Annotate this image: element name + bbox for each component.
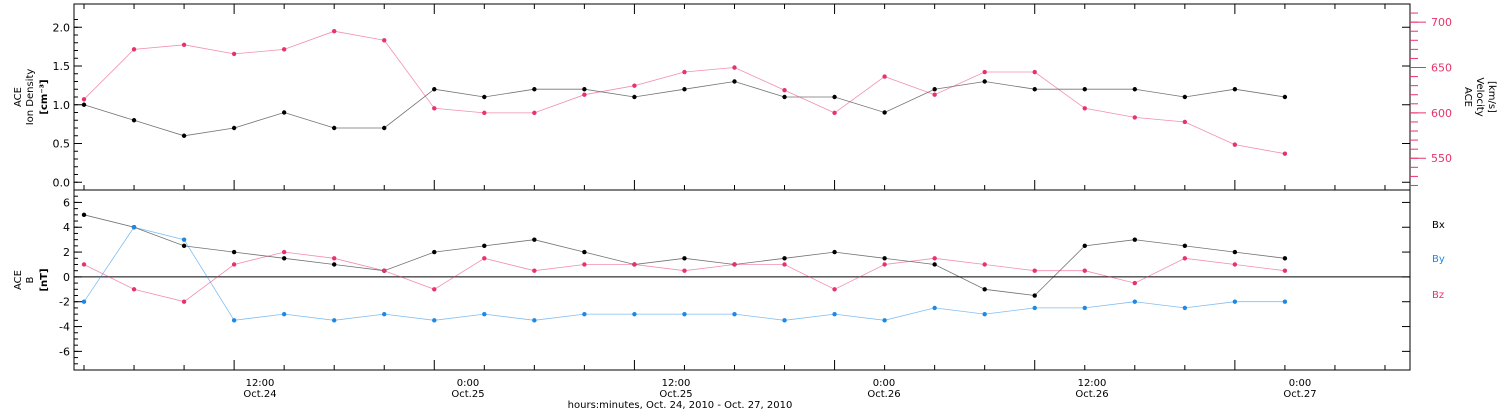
velocity-trace [83,30,1285,155]
bz-point [81,262,87,267]
x-tick-day-3: Oct.25 [659,389,692,400]
velocity-tick-label: 550 [1431,152,1452,165]
density-tick-label: 0.0 [53,176,71,189]
velocity-tick-label: 650 [1431,62,1452,75]
by-trace [83,226,1285,321]
velocity-point [1282,151,1288,156]
bz-trace [83,251,1285,303]
density-axis-unit: [cm⁻³] [39,79,50,114]
imf-tick-label: -6 [59,345,70,358]
x-tick-day-1: Oct.24 [243,389,276,400]
x-tick-hour-2: 0:00 [457,378,479,389]
imf-tick-label: 6 [63,196,70,209]
density-tick-label: 1.5 [53,60,71,73]
imf-axis-unit: [nT] [39,268,50,291]
by-point [1282,299,1288,304]
imf-axis-label-line2: B [25,276,36,283]
velocity-tick-label: 700 [1431,16,1452,29]
density-tick-label: 0.5 [53,138,71,151]
x-tick-hour-5: 12:00 [1078,378,1107,389]
x-tick-hour-3: 12:00 [662,378,691,389]
imf-tick-label: 2 [63,246,70,259]
imf-panel-frame [73,189,1411,371]
bx-trace [83,214,1285,296]
imf-tick-label: 0 [63,271,70,284]
legend-bz: Bz [1432,290,1444,301]
chart-ticks: 0.0 0.5 1.0 1.5 2.0 550 600 650 700 -6 -4 -2 0 2 4 6 [53,4,1452,370]
velocity-tick-label: 600 [1431,107,1452,120]
density-axis-label-line1: ACE [13,87,24,107]
x-tick-hour-4: 0:00 [873,378,895,389]
density-trace [83,81,1285,137]
x-tick-day-2: Oct.25 [451,389,484,400]
legend-by: By [1432,254,1445,265]
density-point [1282,94,1288,100]
x-tick-hour-6: 0:00 [1289,378,1311,389]
velocity-axis-unit: [km/s] [1486,81,1497,113]
density-point [81,102,87,107]
velocity-axis-label-line2: Velocity [1474,77,1485,116]
imf-tick-label: -2 [59,296,70,309]
x-tick-hour-1: 12:00 [246,378,275,389]
imf-tick-label: -4 [59,321,70,334]
bx-point [1282,256,1288,261]
x-tick-day-5: Oct.26 [1075,389,1108,400]
imf-tick-label: 4 [63,221,70,234]
by-point [81,299,87,304]
density-axis-label-line2: Ion Density [25,69,36,126]
density-tick-label: 1.0 [53,99,71,112]
velocity-axis-label-line1: ACE [1462,87,1473,107]
x-axis-title: hours:minutes, Oct. 24, 2010 - Oct. 27, … [568,400,793,410]
imf-axis-label-line1: ACE [13,270,24,290]
legend-bx: Bx [1432,220,1445,231]
x-tick-day-4: Oct.26 [867,389,900,400]
chart-marks [74,29,1410,323]
x-tick-day-6: Oct.27 [1283,389,1316,400]
ion-density-panel-frame [73,3,1411,191]
bz-point [1282,268,1288,273]
density-tick-label: 2.0 [53,21,71,34]
